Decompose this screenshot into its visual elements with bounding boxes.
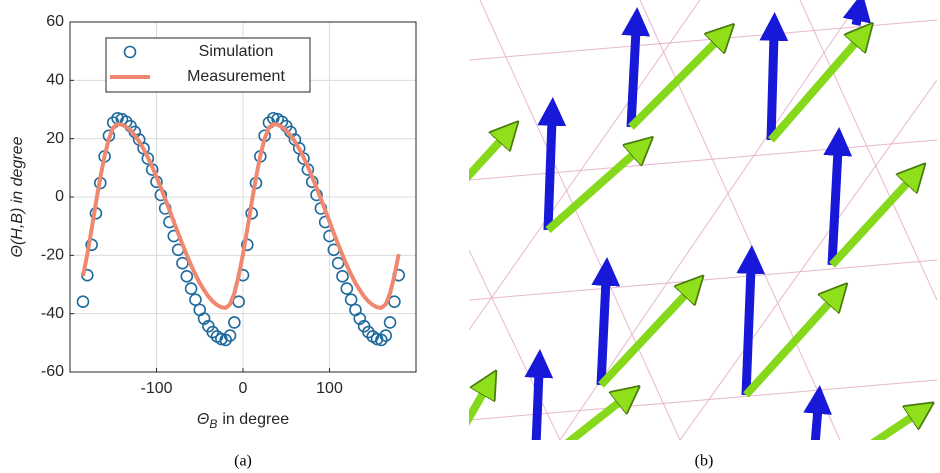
data-point xyxy=(228,316,241,329)
data-point xyxy=(340,282,354,295)
legend-label: Measurement xyxy=(187,68,285,85)
data-point xyxy=(292,141,306,155)
x-label-symbol: Θ xyxy=(197,411,209,428)
data-point xyxy=(375,333,388,347)
legend-marker xyxy=(123,45,137,59)
y-tick-label: -40 xyxy=(41,305,64,322)
data-point xyxy=(137,141,150,155)
x-tick-label: -100 xyxy=(140,380,172,397)
data-layer xyxy=(76,111,406,347)
data-point xyxy=(383,316,397,329)
x-axis-label: ΘB in degree xyxy=(197,411,289,431)
spin-illustration xyxy=(469,0,937,440)
y-tick-label: -20 xyxy=(41,247,64,264)
y-tick-label: 60 xyxy=(46,13,64,30)
data-point xyxy=(379,329,393,342)
data-point xyxy=(180,270,194,283)
data-point xyxy=(189,293,202,306)
legend-label: Simulation xyxy=(199,43,274,60)
data-point xyxy=(206,325,220,339)
x-label-suffix: in degree xyxy=(222,411,289,428)
data-point xyxy=(362,325,375,339)
data-point xyxy=(76,295,90,309)
data-point xyxy=(344,293,358,306)
caption-a: (a) xyxy=(234,453,252,470)
data-line xyxy=(81,122,401,310)
y-tick-label: 20 xyxy=(46,130,64,147)
x-tick-label: 0 xyxy=(239,380,248,397)
x-tick-label: 100 xyxy=(316,380,343,397)
x-label-subscript: B xyxy=(209,417,217,431)
y-tick-label: 40 xyxy=(46,72,64,89)
caption-b: (b) xyxy=(695,453,714,470)
data-point xyxy=(184,282,198,295)
y-tick-label: -60 xyxy=(41,363,64,380)
plot-frame xyxy=(69,21,417,373)
data-point xyxy=(336,270,349,283)
data-point xyxy=(331,256,345,270)
data-point xyxy=(219,333,232,347)
lattice xyxy=(469,0,937,440)
data-point xyxy=(176,256,189,270)
blue-arrows xyxy=(524,0,871,440)
y-axis-label: Θ(H,B) in degree xyxy=(9,136,26,257)
legend: Simulation Measurement xyxy=(105,37,311,93)
y-tick-label: 0 xyxy=(55,188,64,205)
legend-box xyxy=(105,37,311,93)
green-arrows xyxy=(469,40,915,440)
data-point xyxy=(223,329,237,342)
